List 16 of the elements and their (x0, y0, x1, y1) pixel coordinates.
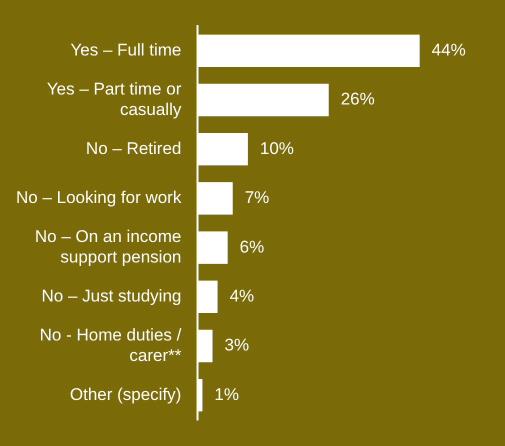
y-tick-label: No - Home duties / carer** (40, 325, 182, 365)
y-tick-label: Yes – Part time or casually (46, 79, 182, 119)
data-label: 3% (224, 336, 250, 355)
y-tick-label: No – Retired (86, 138, 182, 158)
data-label: 44% (432, 40, 466, 60)
data-label: 7% (244, 188, 270, 208)
data-label: 4% (230, 286, 254, 306)
y-tick-label: No – Just studying (42, 286, 182, 306)
data-label: 1% (214, 384, 239, 404)
y-tick-label: No – Looking for work (16, 188, 182, 208)
y-tick-label: Other (specify) (70, 384, 182, 404)
y-tick-label: Yes – Full time (70, 40, 182, 60)
data-label: 6% (240, 237, 264, 256)
y-tick-label: No – On an income support pension (34, 227, 182, 266)
data-label: 10% (260, 138, 294, 158)
data-label: 26% (340, 90, 375, 109)
